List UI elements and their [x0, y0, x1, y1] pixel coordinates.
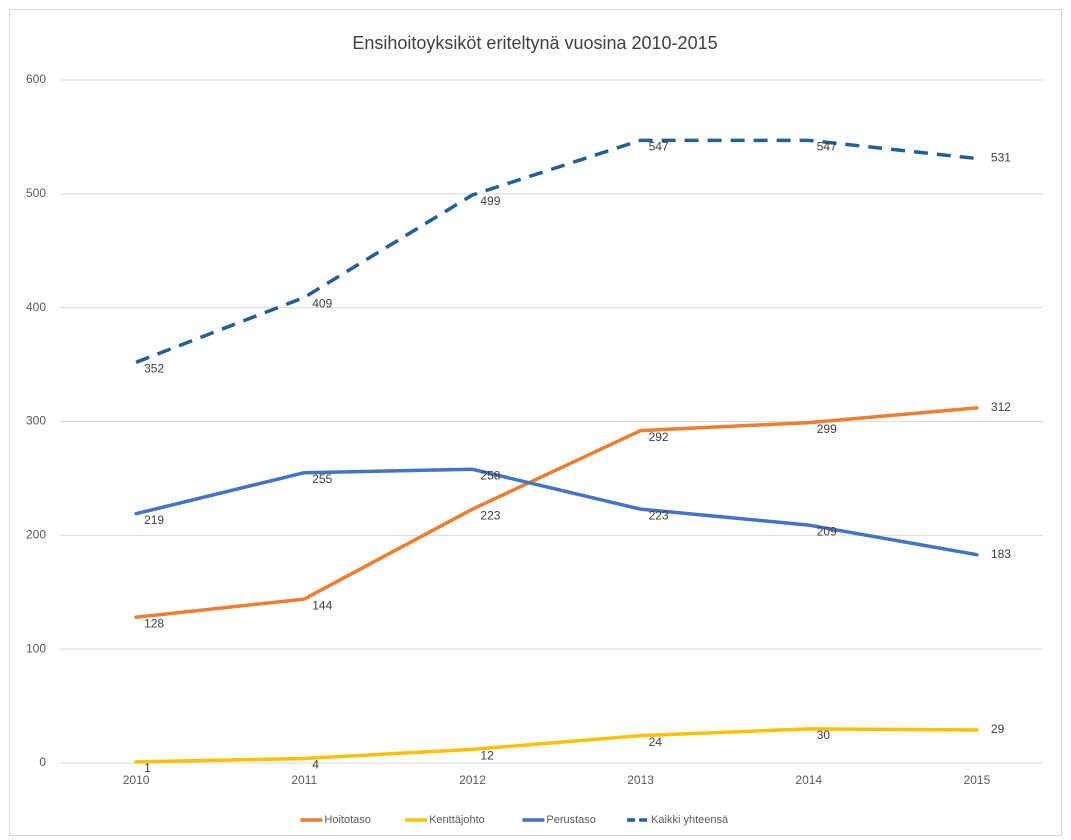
data-label: 258 [480, 468, 500, 482]
data-label: 255 [312, 472, 332, 486]
series-line [134, 467, 979, 557]
legend-label: Perustaso [546, 814, 596, 826]
data-label: 144 [312, 598, 332, 612]
y-tick-label: 500 [26, 186, 46, 200]
data-label: 531 [991, 151, 1011, 165]
y-tick-label: 200 [26, 528, 46, 542]
data-label: 183 [991, 547, 1011, 561]
series-line [135, 138, 978, 364]
data-label: 30 [817, 728, 831, 742]
x-tick-label: 2013 [627, 773, 654, 787]
data-label: 299 [817, 422, 837, 436]
legend-label: Hoitotaso [324, 814, 370, 826]
chart-border [9, 9, 1062, 836]
legend-label: Kaikki yhteensä [651, 814, 729, 826]
data-label: 29 [991, 722, 1005, 736]
data-label: 223 [649, 508, 669, 522]
data-label: 12 [480, 749, 494, 763]
data-label: 1 [144, 761, 151, 775]
series-line [134, 406, 979, 620]
y-tick-label: 300 [26, 414, 46, 428]
y-tick-label: 400 [26, 300, 46, 314]
x-tick-label: 2014 [795, 773, 822, 787]
data-label: 128 [144, 616, 164, 630]
y-tick-label: 600 [26, 72, 46, 86]
data-label: 219 [144, 513, 164, 527]
x-tick-label: 2015 [964, 773, 991, 787]
y-tick-label: 0 [39, 755, 46, 769]
data-label: 4 [312, 758, 319, 772]
data-label: 292 [649, 430, 669, 444]
data-label: 547 [817, 140, 837, 154]
y-tick-label: 100 [26, 641, 46, 655]
data-label: 352 [144, 361, 164, 375]
data-label: 24 [649, 735, 663, 749]
data-label: 547 [649, 140, 669, 154]
x-tick-label: 2010 [123, 773, 150, 787]
data-label: 312 [991, 400, 1011, 414]
data-label: 223 [480, 508, 500, 522]
legend-label: Kenttäjohto [429, 814, 485, 826]
chart-title: Ensihoitoyksiköt eriteltynä vuosina 2010… [352, 33, 717, 53]
data-label: 499 [480, 194, 500, 208]
series-line [134, 727, 979, 764]
x-tick-label: 2012 [459, 773, 486, 787]
data-label: 409 [312, 297, 332, 311]
x-tick-label: 2011 [291, 773, 317, 787]
data-label: 209 [817, 524, 837, 538]
